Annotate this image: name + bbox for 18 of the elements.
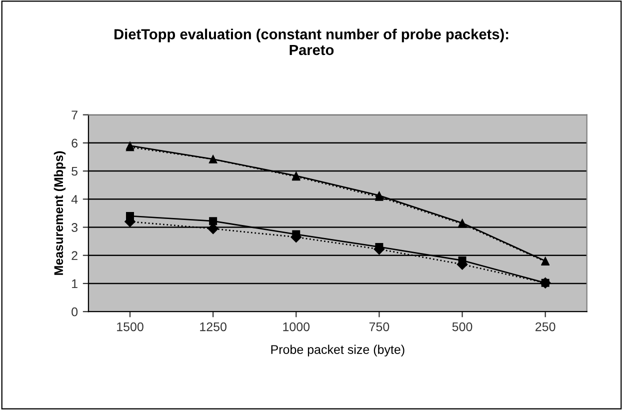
y-tick-label: 3 <box>72 223 78 232</box>
y-tick-label: 4 <box>71 195 78 204</box>
point <box>209 217 218 226</box>
y-axis-title: Measurement (Mbps) <box>54 151 66 275</box>
chart-title: DietTopp evaluation (constant number of probe packets): Pareto <box>114 28 508 56</box>
x-tick-label: 1250 <box>200 322 226 332</box>
y-tick-label: 0 <box>72 307 78 316</box>
x-tick-label: 250 <box>536 322 556 332</box>
y-tick-label: 5 <box>72 166 78 176</box>
x-tick-label: 500 <box>452 322 472 332</box>
x-axis-title: Probe packet size (byte) <box>271 344 404 356</box>
x-tick-label: 1000 <box>283 322 310 332</box>
x-tick-label: 1500 <box>117 322 144 332</box>
x-tick-label: 750 <box>369 322 390 332</box>
y-tick-label: 6 <box>72 138 78 148</box>
y-tick-label: 7 <box>72 110 78 120</box>
y-tick-label: 1 <box>72 279 78 288</box>
y-tick-label: 2 <box>72 251 78 260</box>
